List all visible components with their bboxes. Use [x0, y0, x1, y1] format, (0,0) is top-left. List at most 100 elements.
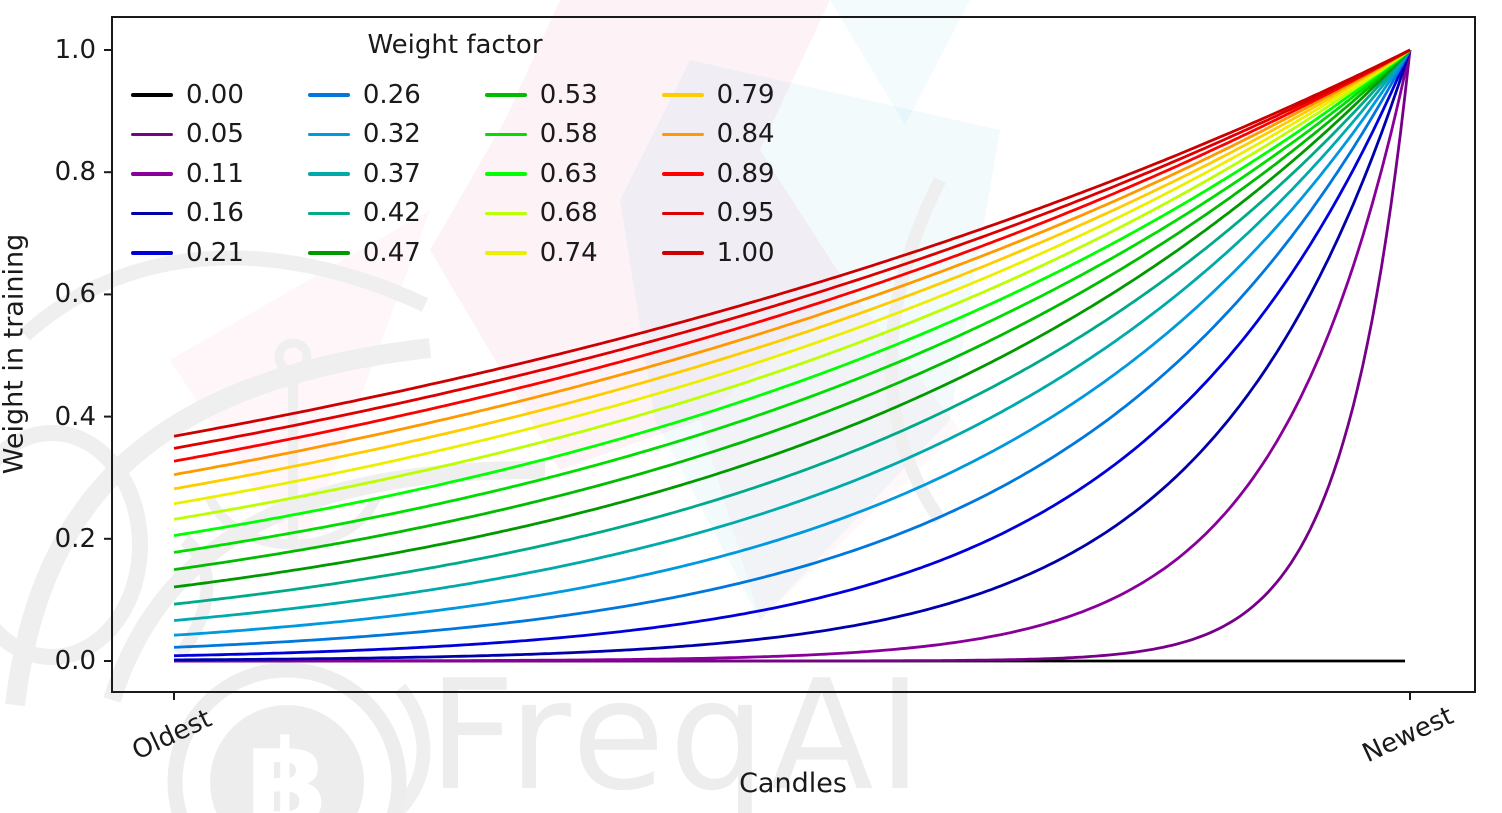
- legend-entry-label: 0.21: [186, 237, 244, 268]
- curve-wf-0.26: [173, 49, 1412, 649]
- bitcoin-symbol: ฿: [246, 714, 328, 813]
- curve-wf-1.00: [173, 48, 1411, 438]
- legend-entry-0.00: 0.00: [131, 75, 244, 115]
- legend-entry-label: 0.42: [362, 198, 421, 229]
- legend-entry-label: 0.68: [539, 198, 598, 229]
- legend-grid: 0.00 0.05 0.11 0.16 0.21 0.26 0.32 0.37 0.42 0.47…: [131, 75, 779, 273]
- legend-entry-label: 0.11: [186, 158, 244, 189]
- legend-entry-label: 0.16: [186, 198, 244, 229]
- legend-line-swatch: [661, 172, 704, 176]
- y-tick-label-0.4: 0.4: [54, 401, 96, 432]
- legend-entry-0.37: 0.37: [307, 154, 421, 194]
- legend-entry-label: 0.79: [716, 79, 775, 110]
- y-tick-label-0.2: 0.2: [54, 523, 96, 554]
- legend-line-swatch: [307, 172, 350, 176]
- legend-entry-0.21: 0.21: [131, 233, 244, 273]
- freqai-brand-text: FreqAI: [428, 647, 926, 813]
- y-tick-label-0.8: 0.8: [54, 157, 96, 188]
- x-axis-label: Candles: [739, 768, 847, 799]
- legend-entry-0.53: 0.53: [484, 75, 598, 115]
- legend-entry-0.42: 0.42: [307, 194, 421, 234]
- curve-wf-0.53: [173, 48, 1411, 571]
- watermark-bird-lines: [0, 177, 946, 813]
- legend-line-swatch: [484, 132, 527, 137]
- legend-entry-label: 0.74: [539, 237, 598, 268]
- legend-line-swatch: [661, 93, 704, 97]
- legend-column-3: 0.53 0.58 0.63 0.68 0.74: [484, 75, 598, 273]
- legend-line-swatch: [131, 93, 173, 97]
- legend-entry-label: 0.00: [186, 79, 244, 110]
- data-curves: [173, 48, 1412, 663]
- legend-entry-0.11: 0.11: [131, 154, 244, 194]
- y-tick-label-1.0: 1.0: [54, 35, 96, 65]
- legend-entry-0.32: 0.32: [307, 115, 421, 155]
- legend-entry-0.89: 0.89: [661, 154, 775, 194]
- legend-line-swatch: [484, 172, 527, 176]
- legend-entry-0.68: 0.68: [484, 194, 598, 234]
- curve-wf-0.84: [173, 48, 1411, 477]
- legend-line-swatch: [307, 251, 350, 255]
- curve-wf-0.16: [174, 49, 1412, 662]
- legend-entry-0.79: 0.79: [661, 75, 775, 115]
- legend-entry-0.95: 0.95: [661, 194, 775, 234]
- curve-wf-0.47: [173, 49, 1412, 589]
- watermark-coin-badge: ฿: [167, 662, 407, 813]
- legend-line-swatch: [131, 132, 173, 137]
- curve-wf-0.32: [173, 49, 1412, 637]
- curve-wf-0.21: [173, 49, 1412, 658]
- legend-column-4: 0.79 0.84 0.89 0.95 1.00: [661, 75, 775, 273]
- legend-entry-label: 0.37: [362, 158, 421, 189]
- legend-line-swatch: [661, 132, 704, 137]
- curve-wf-0.79: [173, 48, 1411, 491]
- y-tick-label-0.6: 0.6: [54, 279, 96, 310]
- legend-entry-label: 0.95: [716, 198, 775, 229]
- legend-line-swatch: [131, 251, 173, 255]
- legend-entry-0.84: 0.84: [661, 115, 775, 155]
- legend-line-swatch: [131, 172, 173, 176]
- legend-entry-label: 0.58: [539, 119, 598, 150]
- curve-wf-0.68: [173, 48, 1411, 521]
- legend-entry-label: 0.05: [186, 119, 244, 150]
- legend-entry-label: 0.47: [362, 237, 421, 268]
- legend-entry-0.16: 0.16: [131, 194, 244, 234]
- legend-entry-label: 0.53: [539, 79, 598, 110]
- legend-line-swatch: [661, 251, 704, 255]
- legend-line-swatch: [661, 211, 704, 216]
- curve-wf-0.58: [173, 48, 1411, 554]
- legend-entry-label: 0.26: [362, 79, 421, 110]
- curve-wf-0.11: [174, 49, 1412, 663]
- curve-wf-0.37: [173, 49, 1412, 622]
- legend-line-swatch: [307, 132, 350, 137]
- legend-line-swatch: [131, 211, 173, 216]
- legend-column-2: 0.26 0.32 0.37 0.42 0.47: [307, 75, 421, 273]
- legend-title: Weight factor: [367, 30, 543, 60]
- axes-frame: [111, 16, 1476, 693]
- curve-wf-0.42: [173, 49, 1412, 606]
- legend-line-swatch: [484, 93, 527, 97]
- legend-line-swatch: [484, 251, 527, 255]
- watermark-blue-leaf: [620, 0, 1000, 620]
- legend-entry-0.74: 0.74: [484, 233, 598, 273]
- legend-entry-0.58: 0.58: [484, 115, 598, 155]
- legend-line-swatch: [307, 211, 350, 216]
- legend-column-1: 0.00 0.05 0.11 0.16 0.21: [131, 75, 244, 273]
- legend-line-swatch: [307, 93, 350, 97]
- legend-entry-label: 0.63: [539, 158, 598, 189]
- legend-entry-label: 0.84: [716, 119, 775, 150]
- y-tick-label-0.0: 0.0: [54, 646, 96, 676]
- y-axis-label: Weight in training: [0, 233, 30, 475]
- legend-entry-1.00: 1.00: [661, 233, 775, 273]
- legend-line-swatch: [484, 211, 527, 216]
- legend-entry-0.63: 0.63: [484, 154, 598, 194]
- legend-entry-0.47: 0.47: [307, 233, 421, 273]
- legend-entry-label: 0.89: [716, 158, 775, 189]
- legend-entry-label: 1.00: [716, 237, 775, 268]
- axis-ticks: [104, 49, 1411, 700]
- legend-entry-label: 0.32: [362, 119, 421, 150]
- curve-wf-0.95: [173, 48, 1411, 450]
- curve-wf-0.89: [173, 48, 1411, 463]
- legend-entry-0.05: 0.05: [131, 115, 244, 155]
